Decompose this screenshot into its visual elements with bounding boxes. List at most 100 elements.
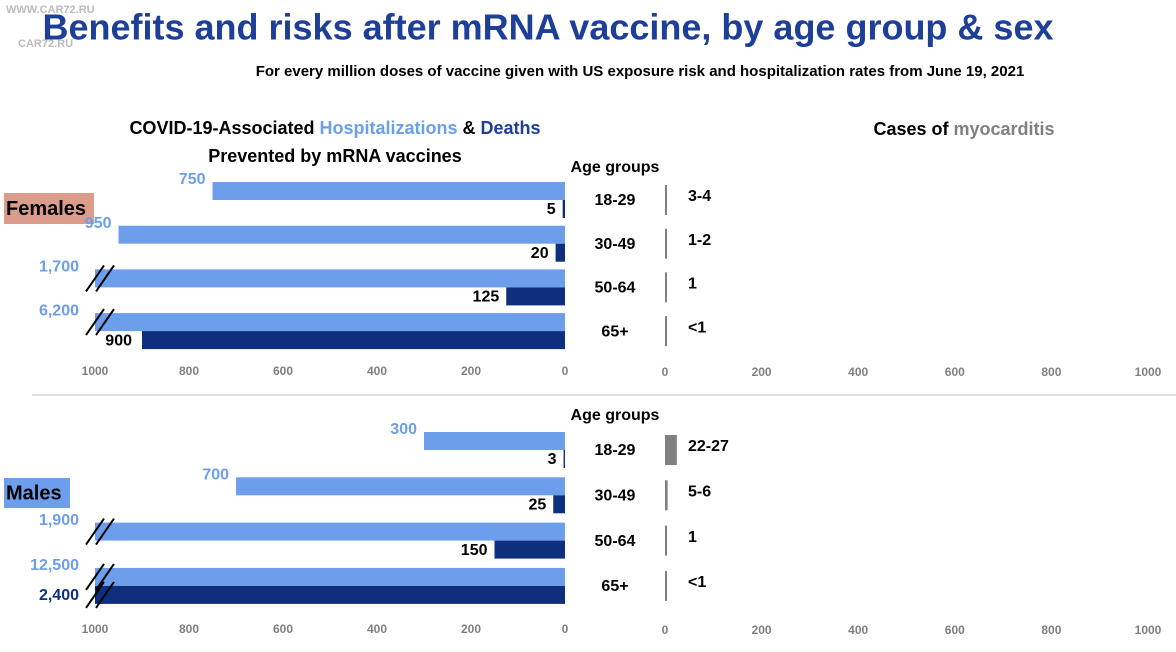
bar [118,225,565,244]
axis-break [95,264,115,292]
bar [665,435,677,465]
x-tick-label: 600 [273,622,293,636]
panel-label-box [4,478,70,508]
axis-break [85,581,105,609]
bars [95,182,565,350]
value-label: 700 [202,467,229,484]
heading-part: Cases of [873,119,949,139]
value-label: 25 [528,497,546,514]
watermark: WWW.CAR72.RU [6,4,95,16]
value-label: 300 [390,421,417,438]
bar [665,228,667,259]
bar [142,331,565,350]
x-tick-label: 0 [662,623,669,637]
bar [506,287,565,306]
heading-part: & [463,118,476,138]
value-label: 2,400 [39,587,79,604]
x-tick-label: 200 [461,364,481,378]
bar [494,540,565,559]
axis-break [85,563,105,591]
bar [665,525,667,556]
panel-label: Males [6,482,62,504]
x-tick-label: 400 [848,365,868,379]
value-label: 3-4 [688,188,711,205]
category-label: 30-49 [595,488,636,505]
x-tick-label: 600 [945,365,965,379]
axis-label: Age groups [571,407,660,424]
value-label: 3 [548,451,557,468]
x-tick-label: 1000 [1135,623,1162,637]
value-label: 900 [105,332,132,349]
heading-part: COVID-19-Associated [129,118,314,138]
x-tick-label: 1000 [1135,365,1162,379]
right-heading: Cases of myocarditis [873,119,1054,139]
category-label: 18-29 [595,442,636,459]
watermark: CAR72.RU [18,38,73,50]
value-label: <1 [688,319,706,336]
x-tick-label: 200 [461,622,481,636]
x-tick-label: 200 [752,623,772,637]
chart-title: Benefits and risks after mRNA vaccine, b… [42,7,1053,48]
value-label: 125 [473,289,500,306]
x-tick-label: 0 [662,365,669,379]
bar [665,316,667,347]
value-label: 1 [688,276,697,293]
value-label: 22-27 [688,438,729,455]
x-tick-label: 400 [367,364,387,378]
bar [555,243,565,262]
value-label: 20 [531,245,549,262]
value-label: 6,200 [39,302,79,319]
axis-break [85,308,105,336]
bar [562,200,565,218]
category-label: 50-64 [595,533,636,550]
bar [236,477,565,496]
axis-break [85,264,105,292]
bar [95,522,565,541]
bar [665,570,667,601]
legend-entry: Hospitalizations [320,118,458,138]
value-label: 950 [85,215,112,232]
axis-break [95,518,115,546]
bar [424,432,565,450]
left-heading: COVID-19-Associated Hospitalizations & Deat… [129,118,540,138]
x-tick-label: 800 [179,622,199,636]
value-label: 1,700 [39,259,79,276]
axis-break [95,308,115,336]
legend-entry: Deaths [481,118,541,138]
value-label: 150 [461,542,488,559]
value-label: 1-2 [688,232,711,249]
value-label: 5-6 [688,484,711,501]
panel-label-box [4,193,94,224]
category-label: 65+ [601,578,628,595]
x-tick-label: 200 [752,365,772,379]
value-label: 5 [547,201,556,218]
category-label: 30-49 [595,236,636,253]
x-tick-label: 1000 [82,622,109,636]
bar [95,567,565,586]
category-label: 18-29 [595,192,636,209]
x-tick-label: 800 [1041,365,1061,379]
x-tick-label: 0 [562,364,569,378]
axis-break [95,581,115,609]
value-label: 750 [179,171,206,188]
value-label: 1 [688,529,697,546]
bars [95,432,565,604]
bar [665,480,668,511]
bar [95,313,565,332]
category-label: 65+ [601,323,628,340]
value-label: <1 [688,574,706,591]
x-tick-label: 400 [848,623,868,637]
axis-break [95,563,115,591]
bar [665,185,667,215]
x-tick-label: 600 [945,623,965,637]
left-heading: Prevented by mRNA vaccines [208,146,461,166]
x-tick-label: 800 [1041,623,1061,637]
bar [95,269,565,288]
subtitle: For every million doses of vaccine given… [256,63,1025,80]
bar [553,495,565,514]
x-tick-label: 1000 [82,364,109,378]
x-tick-label: 400 [367,622,387,636]
label-bg [99,332,135,349]
axis-label: Age groups [571,159,660,176]
